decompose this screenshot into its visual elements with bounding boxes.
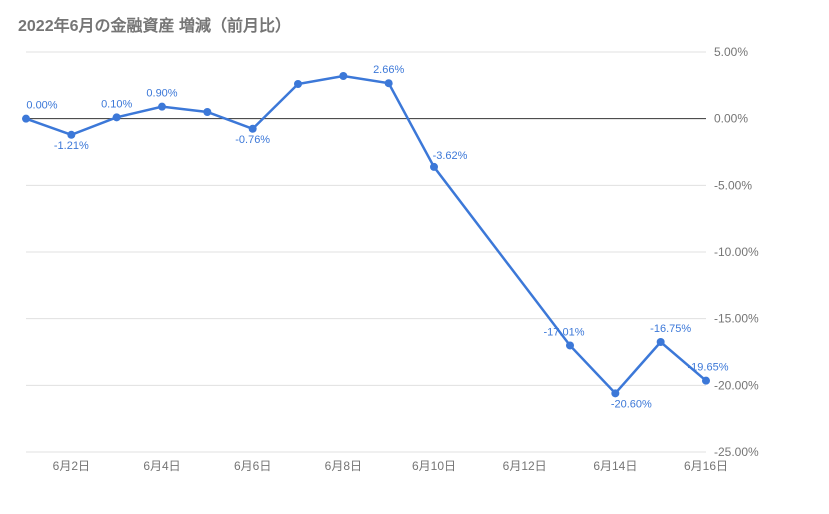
- data-label: -0.76%: [235, 134, 270, 146]
- data-label: 0.00%: [26, 100, 57, 112]
- series-marker: [657, 338, 665, 346]
- y-axis-tick-label: 0.00%: [714, 112, 748, 126]
- chart-title: 2022年6月の金融資産 増減（前月比）: [18, 12, 817, 36]
- x-axis-tick-label: 6月10日: [412, 459, 456, 473]
- series-marker: [566, 341, 574, 349]
- x-axis-tick-label: 6月14日: [593, 459, 637, 473]
- y-axis-tick-label: -15.00%: [714, 312, 759, 326]
- series-line: [26, 76, 706, 393]
- x-axis-tick-label: 6月2日: [53, 459, 90, 473]
- data-label: 0.90%: [146, 88, 177, 100]
- data-label: 2.66%: [373, 64, 404, 76]
- series-marker: [339, 72, 347, 80]
- x-axis-tick-label: 6月6日: [234, 459, 271, 473]
- series-marker: [611, 389, 619, 397]
- data-label: -20.60%: [611, 398, 652, 410]
- data-label: -1.21%: [54, 140, 89, 152]
- series-marker: [294, 80, 302, 88]
- y-axis-tick-label: -20.00%: [714, 378, 759, 392]
- y-axis-tick-label: -25.00%: [714, 445, 759, 459]
- series-marker: [702, 377, 710, 385]
- series-marker: [249, 125, 257, 133]
- y-axis-tick-label: -5.00%: [714, 178, 752, 192]
- series-marker: [203, 108, 211, 116]
- x-axis-tick-label: 6月16日: [684, 459, 728, 473]
- data-label: 0.10%: [101, 98, 132, 110]
- plot-area: 5.00% 0.00% -5.00% -10.00% -15.00% -20.00% -25…: [18, 44, 760, 484]
- data-label: -19.65%: [688, 362, 729, 374]
- y-axis-tick-label: 5.00%: [714, 45, 748, 59]
- x-axis-tick-label: 6月8日: [325, 459, 362, 473]
- x-axis-tick-label: 6月12日: [503, 459, 547, 473]
- series-marker: [113, 113, 121, 121]
- series-marker: [430, 163, 438, 171]
- data-label: -17.01%: [544, 326, 585, 338]
- line-chart: 5.00% 0.00% -5.00% -10.00% -15.00% -20.00% -25…: [18, 44, 818, 494]
- series-marker: [158, 103, 166, 111]
- y-axis-tick-label: -10.00%: [714, 245, 759, 259]
- series-marker: [385, 79, 393, 87]
- chart-container: 2022年6月の金融資産 増減（前月比） 5.00% 0.00% -5.00% -10…: [0, 0, 829, 514]
- data-label: -3.62%: [433, 150, 468, 162]
- series-marker: [67, 131, 75, 139]
- series-marker: [22, 115, 30, 123]
- x-axis-tick-label: 6月4日: [143, 459, 180, 473]
- data-label: -16.75%: [650, 323, 691, 335]
